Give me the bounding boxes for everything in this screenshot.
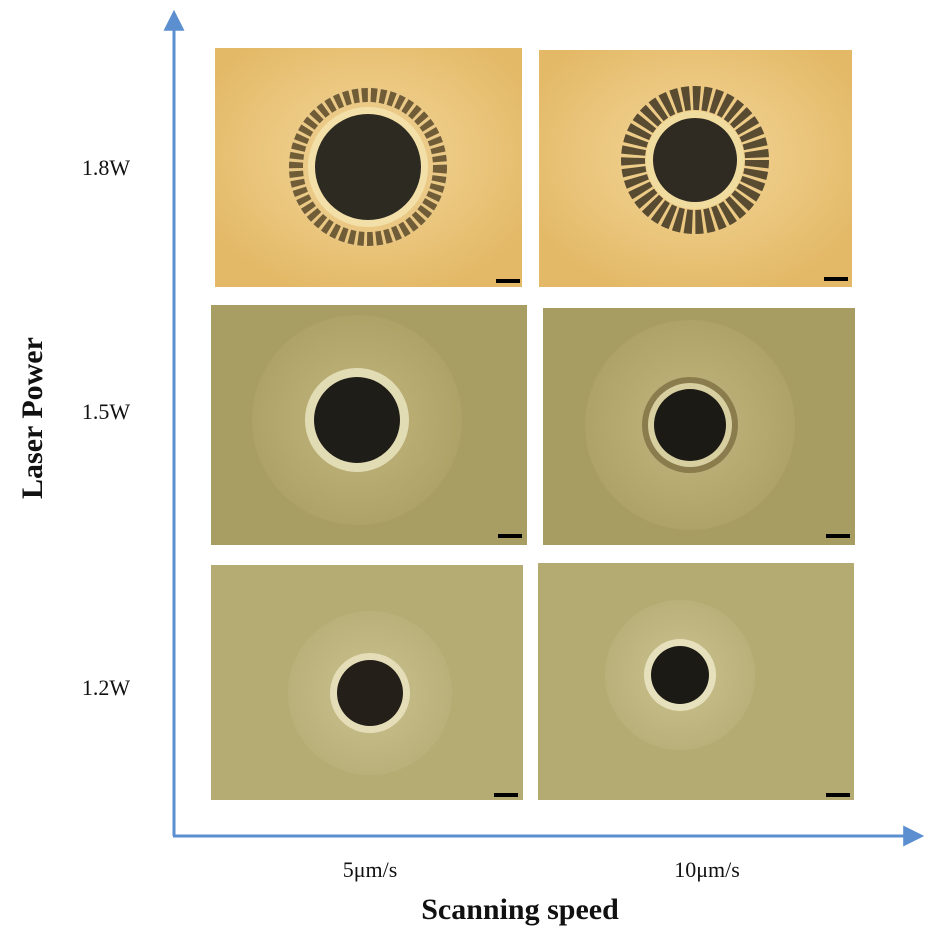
x-axis-label: Scanning speed xyxy=(421,893,619,926)
row-label: 1.8W xyxy=(82,155,131,180)
micrograph xyxy=(539,50,852,287)
micrograph xyxy=(543,308,855,545)
column-label: 5μm/s xyxy=(343,857,398,882)
micrograph xyxy=(211,305,527,545)
row-label: 1.2W xyxy=(82,675,131,700)
row-label: 1.5W xyxy=(82,399,131,424)
micrograph xyxy=(215,48,522,287)
column-label: 10μm/s xyxy=(674,857,740,882)
micrograph xyxy=(211,565,523,800)
y-axis-label: Laser Power xyxy=(16,337,49,499)
micrograph xyxy=(538,563,854,800)
